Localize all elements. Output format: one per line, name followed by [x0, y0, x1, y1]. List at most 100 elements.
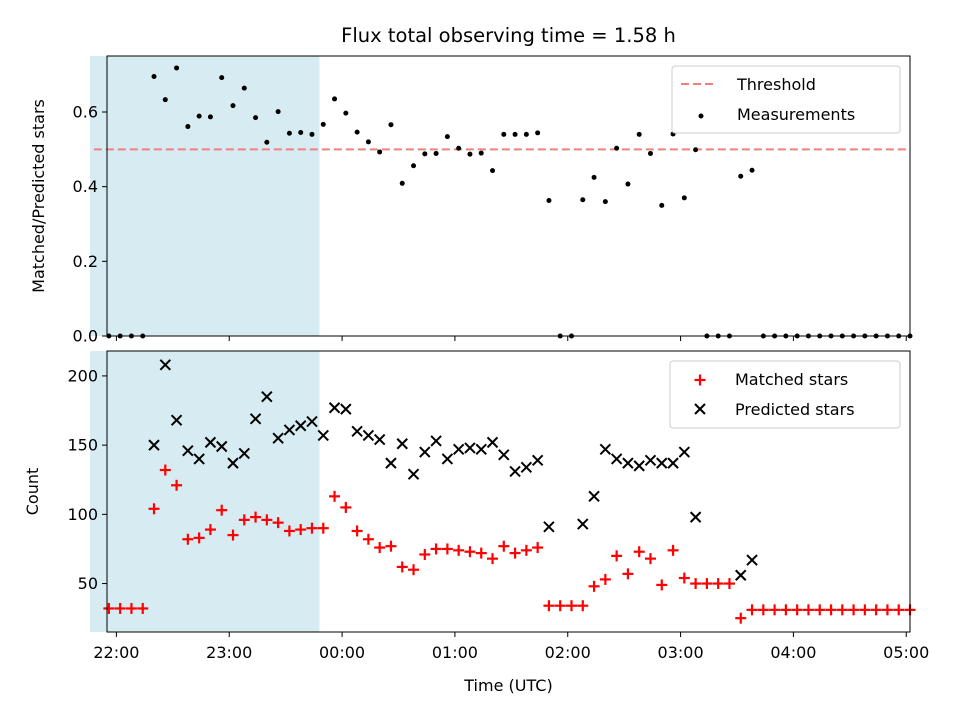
matched-star-point: [408, 564, 420, 576]
matched-star-point: [238, 514, 250, 526]
count-panel: 50 100 150 200 22:00 23:00 00:00 01:00 02:00 03:…: [23, 350, 929, 695]
matched-star-point: [723, 578, 735, 590]
measurement-points: [106, 65, 913, 339]
matched-star-point: [103, 602, 115, 614]
matched-star-point: [814, 604, 826, 616]
measurement-point: [490, 168, 496, 174]
measurement-point: [388, 122, 394, 128]
measurement-point: [738, 173, 744, 179]
matched-star-point: [216, 504, 228, 516]
matched-star-point: [227, 529, 239, 541]
ratio-axes-frame: [106, 55, 911, 337]
y-tick-label: 200: [67, 366, 98, 385]
measurement-point: [411, 163, 417, 169]
matched-star-point: [656, 579, 668, 591]
legend-matched-swatch: [694, 374, 706, 386]
predicted-star-point: [543, 521, 555, 533]
matched-star-point: [464, 546, 476, 558]
predicted-star-point: [656, 457, 668, 469]
matched-star-point: [362, 533, 374, 545]
observing-window-shade: [90, 56, 320, 336]
matched-star-point: [735, 612, 747, 624]
measurement-point: [512, 131, 518, 137]
predicted-star-point: [509, 465, 521, 478]
measurement-point: [614, 145, 620, 151]
y-tick-label: 0.4: [73, 177, 98, 196]
x-tick-label: 01:00: [432, 643, 478, 662]
measurement-point: [681, 195, 687, 201]
measurement-point: [354, 129, 360, 135]
measurement-point: [253, 115, 259, 121]
matched-star-point: [520, 544, 532, 556]
measurement-point: [647, 150, 653, 156]
matched-star-point: [712, 578, 724, 590]
matched-star-point: [859, 604, 871, 616]
matched-star-point: [250, 511, 262, 523]
measurement-point: [241, 85, 247, 91]
matched-star-point: [588, 580, 600, 592]
predicted-star-point: [610, 453, 623, 465]
matched-star-point: [690, 578, 702, 590]
x-tick-label: 04:00: [770, 643, 816, 662]
measurement-point: [174, 65, 180, 71]
predicted-star-point: [182, 444, 194, 457]
count-legend-box: [669, 360, 901, 429]
x-tick-label: 00:00: [319, 643, 365, 662]
predicted-star-point: [148, 439, 160, 451]
predicted-star-point: [385, 457, 397, 469]
predicted-star-point: [216, 440, 228, 453]
predicted-star-point: [520, 461, 533, 473]
matched-star-point: [836, 604, 848, 616]
predicted-star-point: [622, 457, 634, 469]
matched-star-point: [509, 547, 521, 559]
predicted-star-point: [373, 433, 386, 446]
measurement-point: [467, 151, 473, 157]
predicted-star-point: [452, 443, 465, 455]
measurement-point: [433, 150, 439, 156]
legend-predicted-label: Predicted stars: [735, 400, 855, 419]
measurement-point: [501, 131, 507, 137]
matched-star-point: [317, 522, 329, 534]
measurement-point: [162, 97, 168, 103]
matched-star-point: [329, 490, 341, 502]
x-axis-label: Time (UTC): [463, 676, 552, 695]
measurement-point: [332, 96, 338, 102]
matched-star-point: [171, 479, 183, 491]
matched-star-point: [633, 546, 645, 558]
predicted-star-point: [644, 454, 657, 467]
predicted-star-point: [204, 436, 217, 449]
predicted-star-point: [170, 414, 183, 426]
matched-star-point: [159, 464, 171, 476]
ratio-legend: Threshold Measurements: [671, 65, 901, 134]
matched-star-point: [340, 501, 352, 513]
measurement-point: [636, 131, 642, 137]
predicted-star-point: [328, 402, 341, 414]
matched-star-point: [644, 553, 656, 565]
matched-star-point: [114, 602, 126, 614]
predicted-star-point: [633, 460, 645, 472]
legend-matched-label: Matched stars: [735, 370, 848, 389]
predicted-star-point: [667, 457, 679, 469]
count-x-ticks: 22:00 23:00 00:00 01:00 02:00 03:00 04:00 05:00: [93, 632, 929, 662]
matched-star-point: [261, 514, 273, 526]
matched-star-point: [295, 524, 307, 536]
predicted-star-point: [588, 490, 600, 503]
measurement-point: [749, 167, 755, 173]
predicted-star-point: [531, 454, 544, 467]
measurement-point: [422, 151, 428, 157]
predicted-star-point: [227, 457, 239, 469]
measurement-point: [343, 110, 349, 116]
x-tick-label: 23:00: [206, 643, 252, 662]
measurement-point: [298, 130, 304, 136]
matched-star-point: [881, 604, 893, 616]
measurement-point: [377, 149, 383, 155]
matched-star-point: [565, 600, 577, 612]
measurement-point: [264, 139, 270, 145]
measurement-point: [478, 150, 484, 156]
measurement-point: [320, 121, 326, 127]
count-axes-frame: [106, 350, 911, 633]
matched-star-point: [701, 578, 713, 590]
measurement-point: [185, 124, 191, 130]
matched-star-point: [498, 540, 510, 552]
predicted-star-point: [159, 359, 172, 371]
